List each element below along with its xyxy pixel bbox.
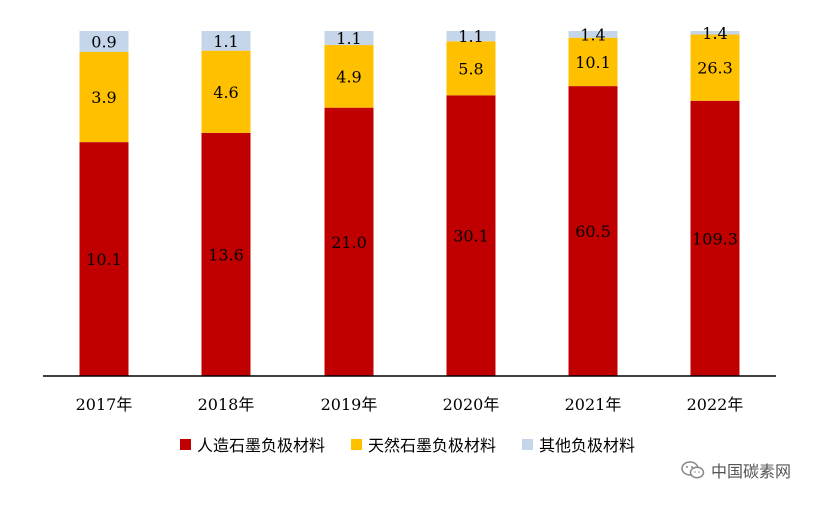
data-label: 4.9	[336, 67, 361, 86]
bar-segment	[201, 31, 251, 51]
data-label: 1.4	[702, 24, 727, 43]
legend-swatch-artificial	[179, 438, 191, 450]
data-label: 5.8	[458, 59, 483, 78]
bar-segment	[201, 50, 251, 133]
x-tick-label: 2021年	[565, 395, 622, 414]
bar-segment	[690, 31, 740, 35]
data-label: 0.9	[91, 32, 116, 51]
data-label: 30.1	[453, 227, 489, 246]
bar-segment	[568, 37, 618, 87]
legend-item-artificial: 人造石墨负极材料	[179, 432, 325, 456]
x-tick-label: 2018年	[198, 395, 255, 414]
x-tick-label: 2020年	[443, 395, 500, 414]
bar-segment	[446, 31, 496, 42]
bar-segment	[690, 100, 740, 376]
data-label: 4.6	[213, 83, 238, 102]
data-label: 60.5	[575, 222, 611, 241]
data-label: 10.1	[86, 250, 122, 269]
legend-item-other: 其他负极材料	[522, 432, 635, 456]
bar-segment	[446, 41, 496, 96]
data-label: 3.9	[91, 88, 116, 107]
bar-segment	[324, 45, 374, 108]
data-label: 1.1	[336, 29, 361, 48]
data-label: 1.1	[458, 27, 483, 46]
data-label: 13.6	[208, 245, 244, 264]
bar-segment	[446, 95, 496, 377]
bar-segment	[324, 31, 374, 46]
bar-segment	[79, 142, 129, 376]
data-label: 21.0	[331, 233, 367, 252]
x-tick-label: 2019年	[321, 395, 378, 414]
data-label: 1.1	[213, 32, 238, 51]
watermark-text: 中国碳素网	[710, 462, 791, 481]
x-tick-label: 2022年	[687, 395, 744, 414]
bar-segment	[324, 107, 374, 377]
legend-label-artificial: 人造石墨负极材料	[196, 436, 325, 455]
data-label: 10.1	[575, 53, 611, 72]
legend-swatch-natural	[350, 438, 362, 450]
bar-segment	[79, 51, 129, 143]
x-tick-label: 2017年	[76, 395, 133, 414]
data-label: 26.3	[697, 59, 733, 78]
bar-segment	[201, 132, 251, 376]
bar-segment	[568, 31, 618, 38]
watermark: 中国碳素网	[681, 458, 791, 482]
legend-swatch-other	[522, 438, 533, 450]
legend: 人造石墨负极材料 天然石墨负极材料 其他负极材料	[0, 432, 815, 456]
data-label: 1.4	[580, 25, 605, 44]
bar-segment	[690, 34, 740, 101]
bar-segment	[79, 31, 129, 52]
data-label: 109.3	[692, 229, 738, 248]
bar-segment	[568, 86, 618, 377]
legend-label-natural: 天然石墨负极材料	[367, 436, 496, 455]
legend-label-other: 其他负极材料	[539, 436, 636, 455]
wechat-icon	[681, 461, 705, 479]
legend-item-natural: 天然石墨负极材料	[350, 432, 496, 456]
